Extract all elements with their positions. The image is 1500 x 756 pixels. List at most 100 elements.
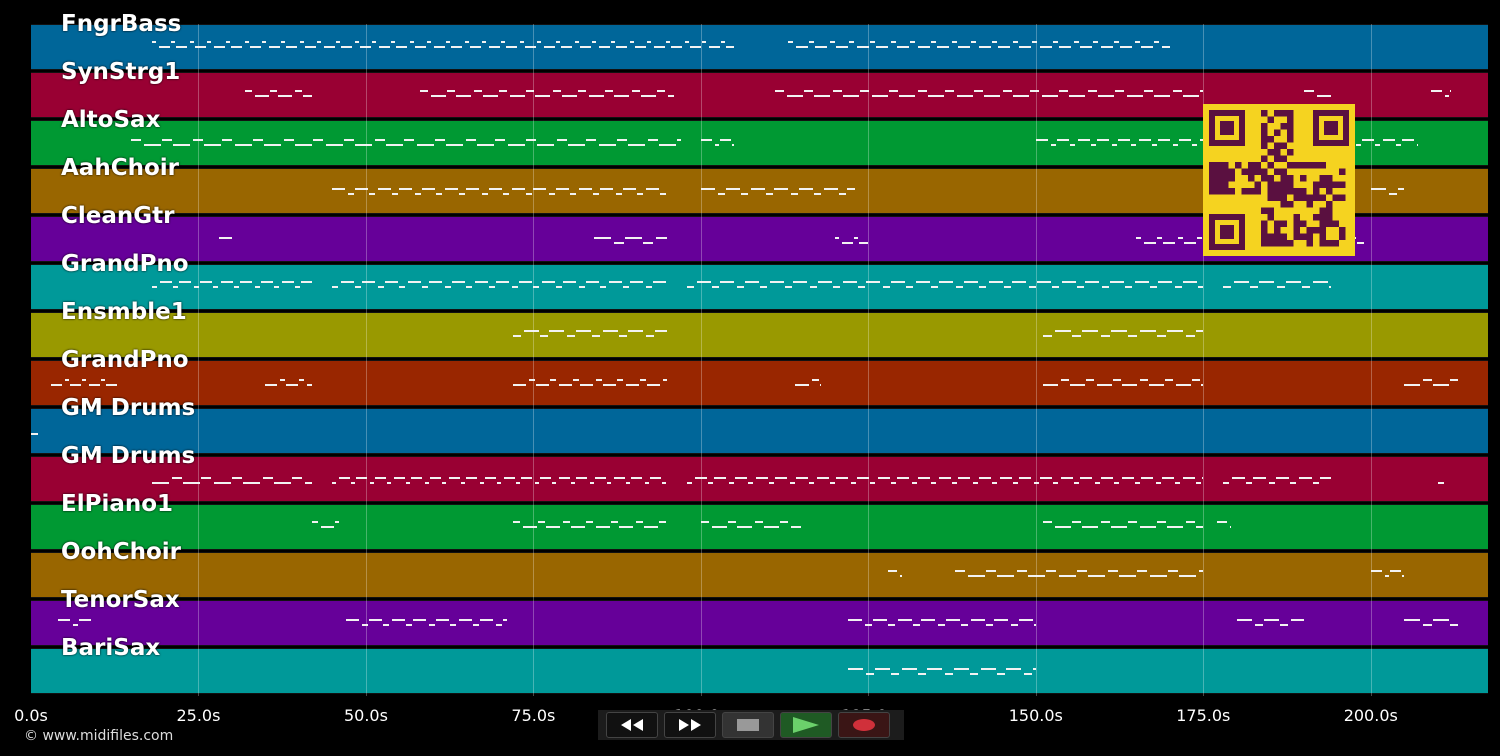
track-row[interactable]: OohChoir — [31, 539, 1488, 598]
track-row[interactable]: GrandPno — [31, 347, 1488, 406]
midi-note — [469, 46, 481, 48]
midi-note — [300, 281, 313, 283]
midi-note — [1100, 46, 1113, 48]
midi-note — [1388, 193, 1397, 195]
midi-note — [1313, 281, 1329, 283]
midi-note — [1140, 46, 1153, 48]
time-tick-label: 175.0s — [1176, 706, 1231, 725]
midi-note — [555, 41, 560, 43]
midi-note — [1384, 575, 1389, 577]
midi-note — [387, 482, 392, 484]
midi-note — [521, 477, 533, 479]
midi-note — [1135, 281, 1150, 283]
midi-note — [629, 41, 634, 43]
midi-note — [623, 286, 630, 288]
midi-note — [1004, 286, 1012, 288]
midi-note — [1162, 477, 1175, 479]
midi-note — [1110, 281, 1125, 283]
midi-note — [466, 477, 478, 479]
midi-note — [619, 335, 628, 337]
midi-note — [708, 482, 714, 484]
midi-note — [660, 193, 667, 195]
midi-note — [1136, 237, 1142, 239]
midi-note — [89, 384, 101, 386]
track-row[interactable]: Ensmble1 — [31, 299, 1488, 358]
midi-note — [898, 619, 913, 621]
track-row[interactable]: GrandPno — [31, 251, 1488, 310]
fast-forward-button[interactable] — [664, 712, 716, 738]
midi-note — [1071, 335, 1081, 337]
midi-note — [332, 286, 339, 288]
midi-note — [731, 144, 735, 146]
midi-note — [233, 286, 239, 288]
midi-note — [1040, 477, 1053, 479]
midi-note — [1062, 281, 1077, 283]
midi-note — [848, 41, 854, 43]
midi-note — [1108, 570, 1119, 572]
midi-note — [450, 46, 462, 48]
midi-note — [956, 95, 973, 97]
midi-note — [595, 477, 607, 479]
midi-note — [509, 95, 525, 97]
midi-note — [355, 188, 369, 190]
midi-note — [902, 668, 918, 670]
midi-note — [1276, 477, 1290, 479]
midi-note — [701, 41, 706, 43]
midi-note — [1024, 673, 1033, 675]
track-row[interactable]: GM Drums — [31, 395, 1488, 454]
midi-note — [1053, 482, 1059, 484]
midi-note — [1157, 237, 1163, 239]
midi-note — [375, 139, 386, 141]
midi-note — [1151, 144, 1157, 146]
midi-note — [1269, 482, 1276, 484]
midi-note — [278, 95, 293, 97]
midi-note — [1012, 95, 1029, 97]
midi-note — [285, 46, 297, 48]
midi-note — [708, 46, 720, 48]
midi-note — [1054, 526, 1071, 528]
midi-note — [785, 286, 793, 288]
midi-note — [644, 526, 659, 528]
midi-note — [1200, 384, 1204, 386]
track-row[interactable]: BariSax — [31, 635, 1488, 694]
stop-button[interactable] — [722, 712, 774, 738]
midi-note — [888, 90, 898, 92]
midi-note — [1080, 477, 1093, 479]
track-row[interactable]: FngrBass — [31, 11, 1488, 70]
midi-note — [833, 286, 841, 288]
midi-note — [533, 188, 547, 190]
midi-note — [1096, 384, 1112, 386]
midi-note — [445, 286, 452, 288]
midi-note — [1141, 477, 1154, 479]
midi-note — [1138, 139, 1151, 141]
midi-note — [475, 281, 489, 283]
track-row[interactable]: GM Drums — [31, 443, 1488, 502]
midi-note — [610, 41, 615, 43]
play-button[interactable] — [780, 712, 832, 738]
midi-note — [1361, 139, 1374, 141]
midi-note — [1079, 46, 1092, 48]
track-row[interactable]: TenorSax — [31, 587, 1488, 646]
midi-note — [1253, 477, 1267, 479]
fast-forward-icon — [679, 719, 701, 731]
midi-note — [461, 482, 466, 484]
track-row[interactable]: ElPiano1 — [31, 491, 1488, 550]
midi-note — [549, 193, 556, 195]
rewind-button[interactable] — [606, 712, 658, 738]
midi-note — [961, 624, 969, 626]
midi-note — [875, 668, 891, 670]
midi-note — [790, 482, 796, 484]
midi-note — [997, 575, 1015, 577]
midi-note — [291, 477, 302, 479]
midi-note — [446, 90, 455, 92]
midi-note — [1029, 286, 1037, 288]
midi-note — [729, 482, 735, 484]
midi-note — [1113, 41, 1119, 43]
midi-note — [526, 193, 533, 195]
midi-note — [1404, 619, 1421, 621]
midi-note — [809, 482, 815, 484]
midi-note — [973, 90, 983, 92]
midi-note — [172, 286, 178, 288]
record-button[interactable] — [838, 712, 890, 738]
midi-note — [546, 526, 561, 528]
